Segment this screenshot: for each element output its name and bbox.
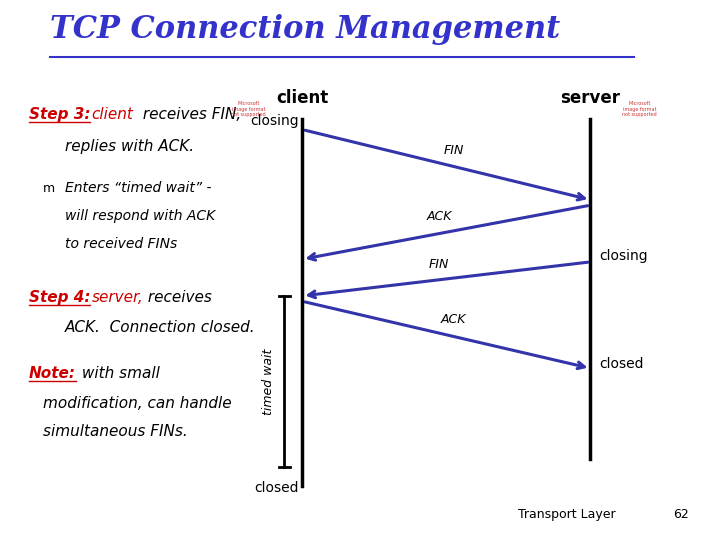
Text: client: client (91, 107, 133, 122)
Text: Microsoft
image format
not supported: Microsoft image format not supported (622, 101, 657, 117)
Text: to received FINs: to received FINs (65, 238, 177, 252)
Text: ACK: ACK (426, 210, 452, 224)
Text: FIN: FIN (444, 144, 464, 157)
Text: replies with ACK.: replies with ACK. (65, 139, 194, 154)
Text: closing: closing (599, 249, 648, 264)
Text: receives FIN,: receives FIN, (138, 107, 241, 122)
Text: receives: receives (143, 291, 212, 306)
Text: server: server (560, 89, 621, 106)
Text: FIN: FIN (429, 258, 449, 271)
Text: with small: with small (77, 366, 160, 381)
Text: ACK: ACK (441, 313, 467, 326)
Text: TCP Connection Management: TCP Connection Management (50, 14, 561, 45)
Text: closed: closed (254, 482, 299, 496)
Text: timed wait: timed wait (262, 348, 275, 415)
Text: Step 4:: Step 4: (29, 291, 90, 306)
Text: 62: 62 (673, 508, 689, 522)
Text: Note:: Note: (29, 366, 76, 381)
Text: closing: closing (250, 114, 299, 129)
Text: simultaneous FINs.: simultaneous FINs. (43, 424, 188, 440)
Text: will respond with ACK: will respond with ACK (65, 210, 215, 224)
Text: modification, can handle: modification, can handle (43, 396, 232, 411)
Text: client: client (276, 89, 328, 106)
Text: Enters “timed wait” -: Enters “timed wait” - (65, 181, 211, 195)
Text: closed: closed (599, 357, 644, 372)
Text: Step 3:: Step 3: (29, 107, 90, 122)
Text: server,: server, (91, 291, 143, 306)
Text: ACK.  Connection closed.: ACK. Connection closed. (65, 320, 256, 335)
Text: m: m (43, 181, 55, 195)
Text: Microsoft
image format
not supported: Microsoft image format not supported (231, 101, 266, 117)
Text: Transport Layer: Transport Layer (518, 508, 616, 522)
